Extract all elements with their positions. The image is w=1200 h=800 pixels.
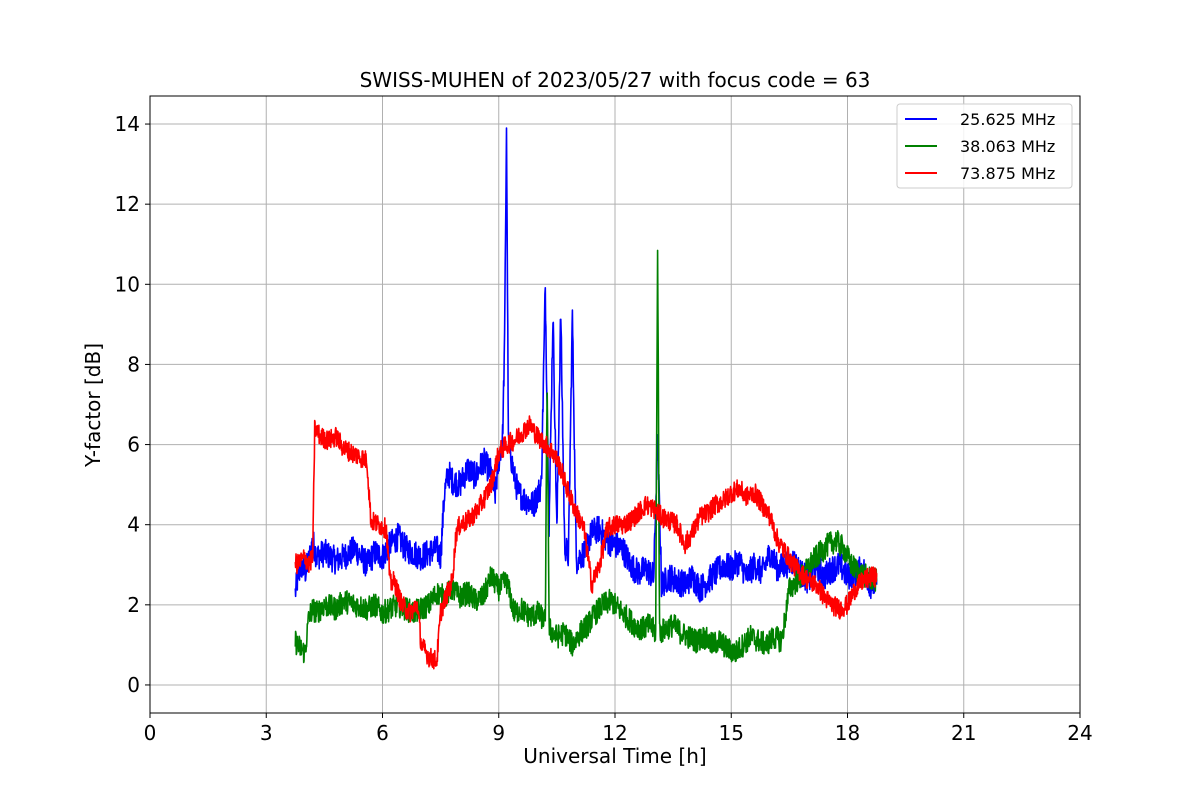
x-tick-label: 15 xyxy=(719,721,744,745)
x-tick-label: 12 xyxy=(602,721,627,745)
legend: 25.625 MHz 38.063 MHz 73.875 MHz xyxy=(896,103,1073,189)
legend-label-1: 25.625 MHz xyxy=(960,110,1055,129)
x-tick-label: 18 xyxy=(835,721,860,745)
x-tick-label: 9 xyxy=(492,721,505,745)
x-tick-label: 3 xyxy=(260,721,273,745)
x-axis-ticks: 0 3 6 9 12 15 18 21 24 xyxy=(144,713,1093,745)
y-tick-label: 0 xyxy=(127,673,140,697)
series-line-2 xyxy=(294,249,878,664)
x-tick-label: 21 xyxy=(951,721,976,745)
y-tick-label: 14 xyxy=(115,112,140,136)
y-axis-ticks: 0 2 4 6 8 10 12 14 xyxy=(115,112,150,697)
legend-label-3: 73.875 MHz xyxy=(960,164,1055,183)
y-tick-label: 12 xyxy=(115,192,140,216)
x-tick-label: 24 xyxy=(1067,721,1092,745)
legend-label-2: 38.063 MHz xyxy=(960,137,1055,156)
chart-title: SWISS-MUHEN of 2023/05/27 with focus cod… xyxy=(360,68,871,92)
series-lines xyxy=(294,127,878,670)
x-axis-title: Universal Time [h] xyxy=(523,744,706,768)
legend-box xyxy=(896,103,1073,189)
y-tick-label: 10 xyxy=(115,272,140,296)
grid xyxy=(149,96,1081,713)
y-tick-label: 4 xyxy=(127,513,140,537)
y-axis-title: Y-factor [dB] xyxy=(81,343,105,468)
y-tick-label: 2 xyxy=(127,593,140,617)
x-tick-label: 6 xyxy=(376,721,389,745)
x-tick-label: 0 xyxy=(144,721,157,745)
y-tick-label: 8 xyxy=(127,352,140,376)
y-tick-label: 6 xyxy=(127,433,140,457)
series-line-3 xyxy=(294,415,878,670)
